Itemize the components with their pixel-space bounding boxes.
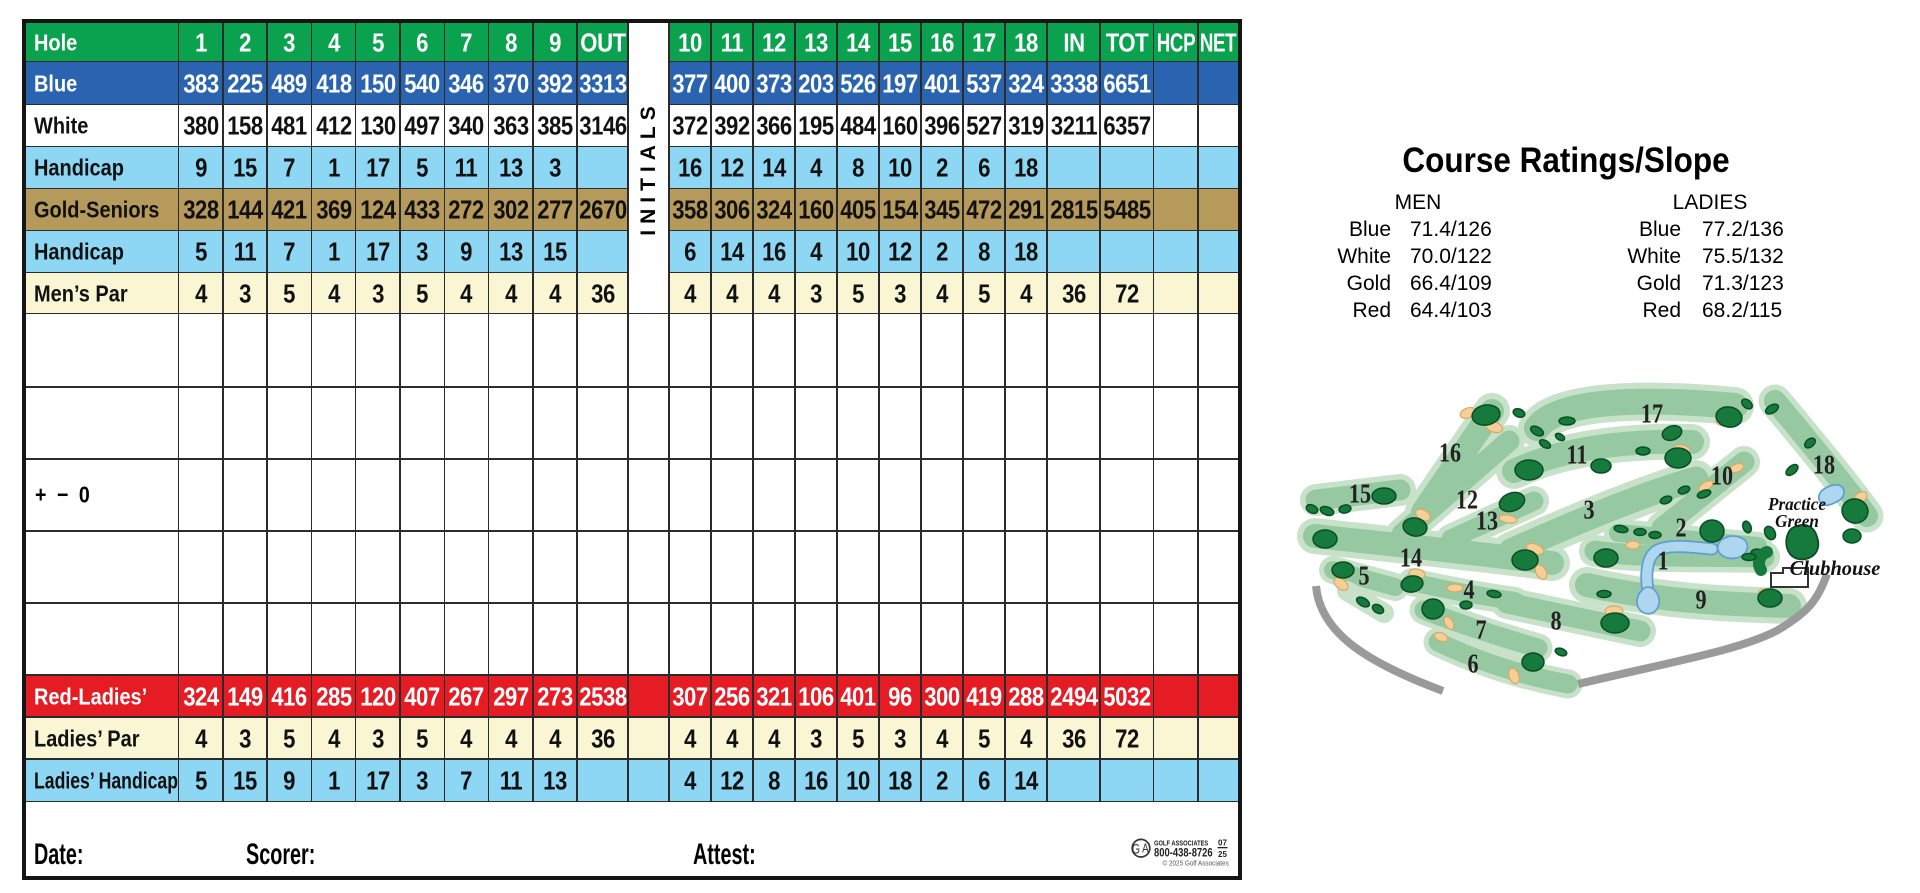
svg-text:Green: Green [1775, 511, 1819, 532]
svg-text:3: 3 [1583, 496, 1594, 526]
svg-text:18: 18 [1813, 451, 1835, 481]
svg-text:© 2025 Golf Associates: © 2025 Golf Associates [1163, 859, 1230, 868]
svg-text:15: 15 [1349, 480, 1371, 510]
svg-text:2: 2 [1675, 514, 1686, 544]
svg-text:A: A [1142, 842, 1149, 856]
svg-text:07: 07 [1218, 839, 1227, 848]
svg-text:G: G [1132, 841, 1140, 857]
svg-text:Clubhouse: Clubhouse [1790, 556, 1881, 581]
svg-text:10: 10 [1711, 462, 1733, 492]
svg-text:Practice: Practice [1767, 494, 1826, 515]
svg-text:11: 11 [1567, 441, 1588, 471]
svg-text:16: 16 [1439, 439, 1461, 469]
svg-text:25: 25 [1218, 850, 1227, 859]
svg-text:6: 6 [1467, 650, 1478, 680]
svg-text:17: 17 [1641, 400, 1663, 430]
svg-text:14: 14 [1400, 544, 1422, 574]
svg-text:9: 9 [1695, 586, 1706, 616]
svg-text:8: 8 [1550, 607, 1561, 637]
svg-text:13: 13 [1476, 507, 1498, 537]
svg-text:7: 7 [1475, 616, 1486, 646]
svg-text:1: 1 [1657, 547, 1668, 577]
svg-text:4: 4 [1463, 576, 1474, 606]
svg-text:5: 5 [1358, 562, 1369, 592]
svg-text:12: 12 [1456, 486, 1478, 516]
svg-text:GOLF ASSOCIATES: GOLF ASSOCIATES [1154, 840, 1209, 848]
svg-text:800-438-8726: 800-438-8726 [1154, 847, 1213, 860]
